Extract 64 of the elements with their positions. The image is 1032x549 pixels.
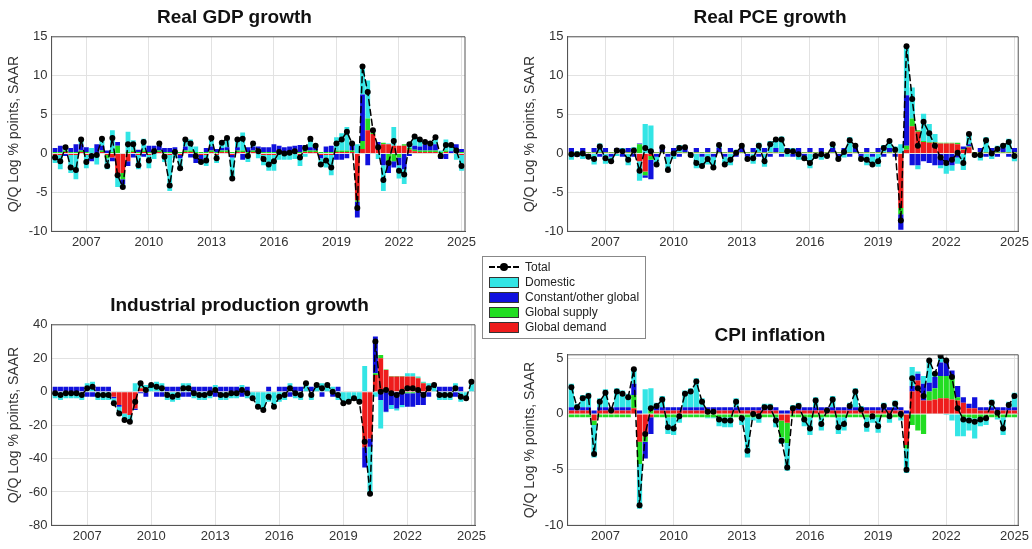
y-tick-label: -40 (28, 450, 48, 466)
x-tick-label: 2007 (591, 527, 620, 543)
y-tick-label: -60 (28, 483, 48, 499)
y-tick-label: -5 (36, 184, 48, 200)
x-tick-label: 2025 (447, 233, 476, 249)
x-tick-label: 2025 (999, 527, 1029, 543)
legend-label: Global demand (525, 320, 607, 335)
chart-title: CPI inflation (714, 323, 826, 345)
y-tick-label: 15 (33, 28, 48, 44)
y-tick-label: 15 (549, 28, 564, 44)
chart-title: Real GDP growth (157, 5, 312, 27)
y-tick-label: 5 (40, 106, 48, 122)
x-tick-label: 2010 (136, 527, 166, 543)
y-tick-label: 10 (33, 67, 48, 83)
x-tick-label: 2010 (659, 233, 689, 249)
chart-title: Real PCE growth (693, 5, 847, 27)
y-tick-label: 0 (556, 405, 564, 421)
x-tick-label: 2013 (200, 527, 230, 543)
legend-label: Global supply (525, 305, 598, 320)
x-tick-label: 2025 (999, 233, 1029, 249)
y-axis-title: Q/Q Log % points, SAAR (521, 361, 538, 519)
x-tick-label: 2010 (134, 233, 164, 249)
y-tick-label: 40 (33, 316, 48, 332)
y-tick-label: -20 (28, 416, 48, 432)
y-axis-title: Q/Q Log % points, SAAR (5, 346, 22, 504)
x-tick-label: 2010 (659, 527, 689, 543)
x-tick-label: 2016 (259, 233, 289, 249)
x-tick-label: 2019 (322, 233, 351, 249)
y-axis-title: Q/Q Log % points, SAAR (5, 55, 22, 213)
x-tick-label: 2022 (392, 527, 422, 543)
y-tick-label: 0 (40, 383, 48, 399)
y-axis-title: Q/Q Log % points, SAAR (521, 55, 538, 213)
x-tick-label: 2019 (863, 527, 893, 543)
y-tick-label: -5 (552, 184, 564, 200)
x-tick-label: 2025 (456, 527, 486, 543)
x-tick-label: 2016 (795, 527, 825, 543)
x-tick-label: 2007 (591, 233, 620, 249)
x-tick-label: 2016 (264, 527, 294, 543)
x-tick-label: 2019 (863, 233, 893, 249)
y-tick-label: -80 (28, 516, 48, 532)
y-tick-label: -10 (544, 516, 564, 532)
legend-label: Total (525, 260, 551, 275)
x-tick-label: 2013 (727, 233, 757, 249)
x-tick-label: 2007 (71, 233, 101, 249)
y-tick-label: 5 (556, 106, 564, 122)
x-tick-label: 2022 (931, 233, 961, 249)
x-tick-label: 2007 (72, 527, 102, 543)
x-tick-label: 2013 (727, 527, 757, 543)
y-tick-label: -10 (544, 222, 564, 238)
x-tick-label: 2016 (795, 233, 825, 249)
y-tick-label: -10 (28, 222, 48, 238)
y-tick-label: 5 (556, 349, 564, 365)
y-tick-label: 0 (40, 145, 48, 161)
y-tick-label: 10 (549, 67, 564, 83)
y-tick-label: 20 (33, 349, 48, 365)
x-tick-label: 2022 (931, 527, 961, 543)
x-tick-label: 2022 (384, 233, 414, 249)
chart-title: Industrial production growth (110, 293, 369, 315)
y-tick-label: -5 (552, 461, 564, 477)
legend-label: Constant/other global (525, 290, 640, 305)
x-tick-label: 2013 (196, 233, 226, 249)
x-tick-label: 2019 (328, 527, 358, 543)
legend-label: Domestic (525, 275, 576, 290)
y-tick-label: 0 (556, 145, 564, 161)
